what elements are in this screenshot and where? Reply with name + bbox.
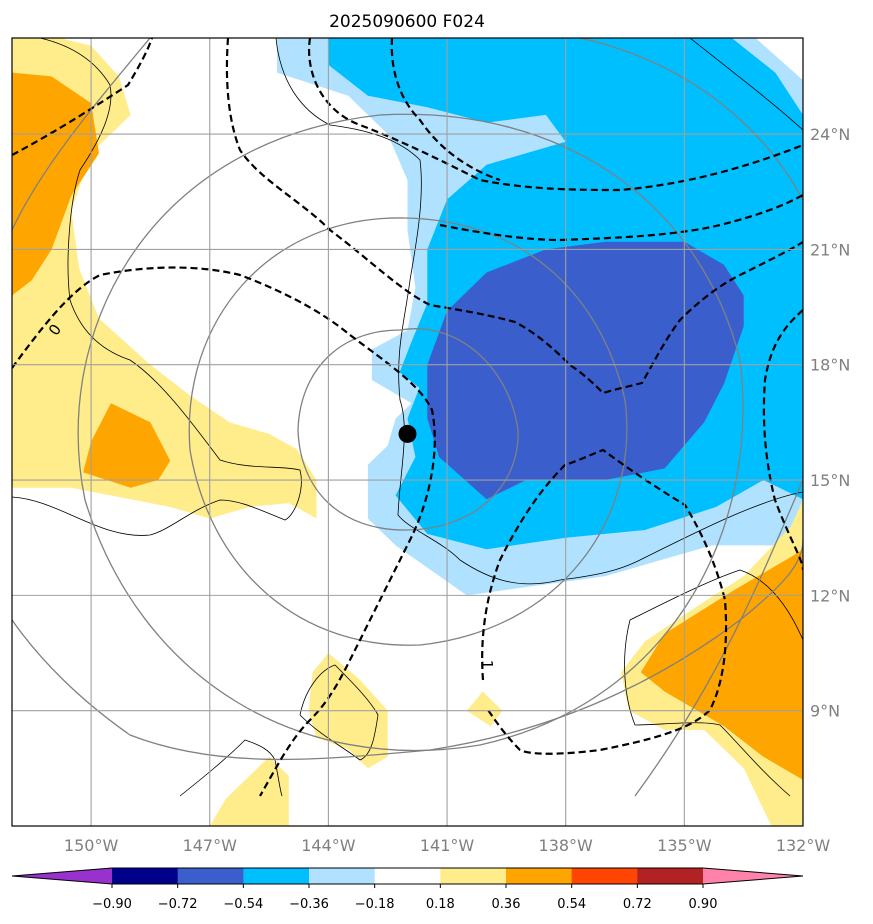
colorbar-tick-label: −0.54	[223, 897, 263, 912]
y-tick-label: 9°N	[810, 702, 840, 721]
colorbar-segment-4	[374, 868, 441, 884]
y-tick-label: 18°N	[810, 356, 850, 375]
dashed-contour-south	[481, 448, 728, 755]
gray-contour-ring-3	[77, 113, 744, 752]
gray-contour-ring-2	[188, 217, 628, 646]
thin-contour-small-south	[299, 664, 379, 761]
colorbar-tick-label: −0.36	[289, 897, 329, 912]
colorbar-tick-label: −0.18	[355, 897, 395, 912]
colorbar-segment-7	[571, 868, 638, 884]
gray-contour-outer-right	[579, 38, 803, 201]
colorbar	[11, 867, 804, 885]
colorbar-tick-labels: −0.90 −0.72 −0.54 −0.36 −0.18 0.18 0.36 0.54 0.7…	[92, 884, 717, 912]
colorbar-extend-high	[703, 868, 803, 884]
x-axis-tick-labels: 150°W 147°W 144°W 141°W 138°W 135°W 132°W	[64, 836, 830, 855]
thin-contour-blue-top	[689, 38, 803, 131]
contour-label-1: 1	[478, 660, 496, 670]
storm-center-marker	[398, 424, 417, 443]
dashed-contours	[12, 38, 803, 797]
dashed-contour-one	[762, 309, 803, 571]
gray-contour-ring-1	[297, 328, 519, 531]
colorbar-segment-8	[637, 868, 704, 884]
dashed-contour-north-inner	[390, 38, 501, 182]
shaded-region-2	[427, 241, 744, 500]
dashed-contour-nw-1	[12, 38, 154, 156]
colorbar-tick-label: 0.72	[623, 897, 652, 912]
colorbar-tick-label: 0.36	[492, 897, 521, 912]
shaded-region-7	[209, 756, 289, 826]
x-tick-label: 132°W	[776, 836, 831, 855]
y-tick-label: 24°N	[810, 125, 850, 144]
colorbar-tick-label: 0.18	[426, 897, 455, 912]
x-tick-label: 141°W	[420, 836, 475, 855]
x-tick-label: 150°W	[64, 836, 119, 855]
y-tick-label: 15°N	[810, 471, 850, 490]
colorbar-tick-label: 0.90	[689, 897, 718, 912]
colorbar-segment-1	[177, 868, 244, 884]
gray-contour-ring-4	[12, 539, 803, 761]
dashed-contour-north	[308, 38, 803, 192]
x-tick-label: 147°W	[183, 836, 238, 855]
colorbar-segment-5	[440, 868, 507, 884]
colorbar-segment-2	[243, 868, 310, 884]
shaded-region-8	[466, 691, 503, 727]
shaded-region-10	[640, 549, 803, 780]
x-tick-label: 144°W	[301, 836, 356, 855]
thin-contour-yellow-left	[12, 38, 302, 536]
dashed-contour-mid-east	[439, 194, 803, 242]
y-tick-label: 21°N	[810, 240, 850, 259]
thin-contour-southwest	[179, 739, 283, 797]
gray-contour-outer-top	[12, 38, 151, 231]
gray-contour-outer-se	[634, 479, 803, 797]
colorbar-tick-label: 0.54	[557, 897, 586, 912]
y-axis-tick-labels: 9°N 12°N 15°N 18°N 21°N 24°N	[810, 125, 850, 721]
colorbar-segment-6	[506, 868, 573, 884]
grid-lines	[12, 38, 803, 826]
colorbar-extend-low	[12, 868, 112, 884]
colorbar-segment-3	[309, 868, 376, 884]
plot-frame	[11, 37, 804, 827]
shaded-region-5	[83, 403, 171, 488]
chart-title: 2025090600 F024	[329, 12, 485, 32]
y-tick-label: 12°N	[810, 586, 850, 605]
map-plot-area: 01	[12, 38, 803, 826]
dashed-contour-central	[225, 38, 803, 395]
colorbar-segment-0	[112, 868, 179, 884]
x-tick-label: 138°W	[539, 836, 594, 855]
colorbar-tick-label: −0.72	[158, 897, 198, 912]
x-tick-label: 135°W	[657, 836, 712, 855]
thin-contour-southeast	[624, 569, 803, 797]
colorbar-tick-label: −0.90	[92, 897, 132, 912]
gray-circulation-contours	[12, 38, 803, 797]
